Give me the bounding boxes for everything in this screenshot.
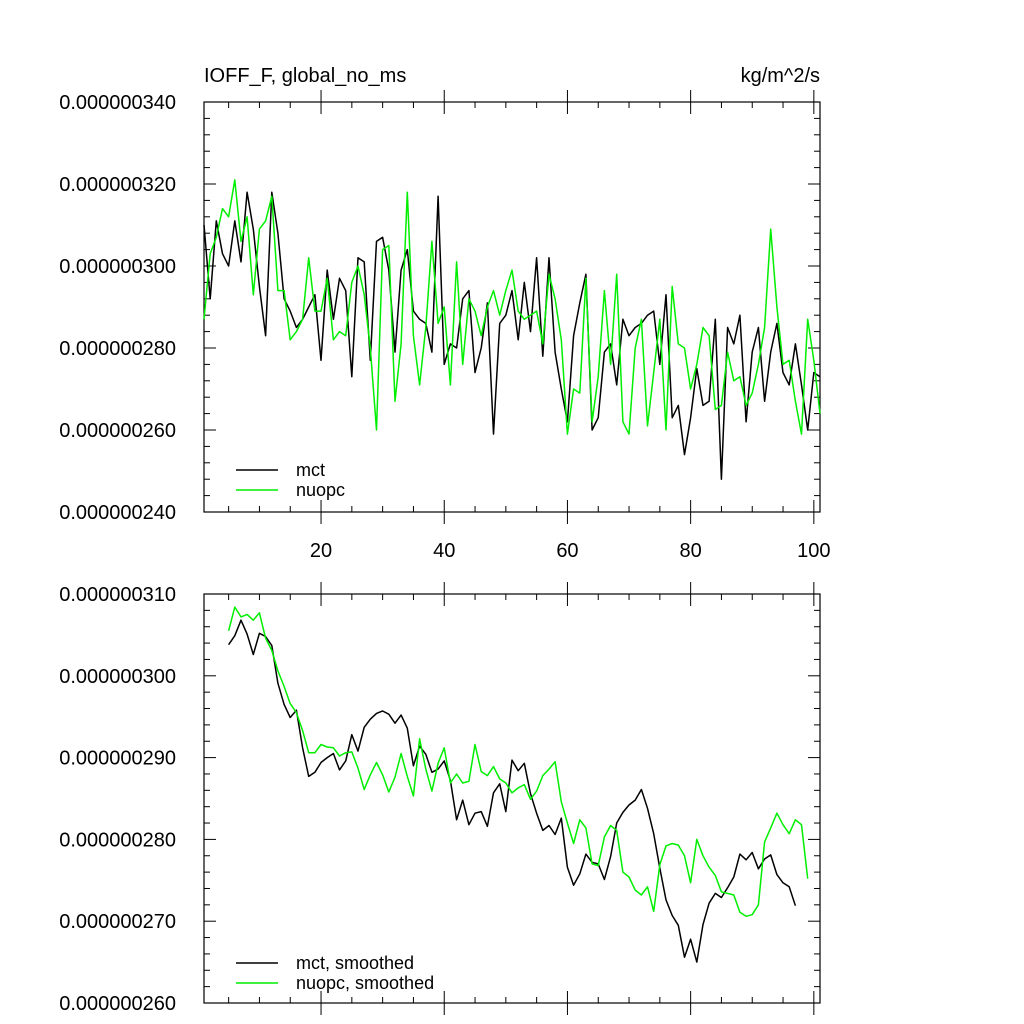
series-line-nuopc: [203, 179, 821, 435]
legend-label: mct: [296, 460, 325, 480]
y-tick-label: 0.000000280: [59, 338, 176, 360]
chart-units: kg/m^2/s: [741, 65, 820, 87]
plot-frame: [203, 101, 821, 513]
y-tick-label: 0.000000260: [59, 993, 176, 1015]
y-tick-label: 0.000000300: [59, 256, 176, 278]
y-tick-label: 0.000000240: [59, 502, 176, 524]
y-tick-label: 0.000000290: [59, 748, 176, 770]
legend-label: nuopc, smoothed: [296, 973, 434, 993]
legend-label: mct, smoothed: [296, 953, 414, 973]
series-line-mct-smoothed: [227, 619, 797, 963]
y-tick-label: 0.000000340: [59, 92, 176, 114]
y-tick-label: 0.000000300: [59, 666, 176, 688]
x-tick-label: 100: [797, 540, 830, 562]
x-tick-label: 20: [310, 540, 332, 562]
bottom-chart-panel: 0.000000260 0.000000270 0.000000280 0.00000…: [59, 582, 821, 1015]
plot-frame: [203, 593, 821, 1004]
series-line-nuopc-smoothed: [227, 606, 809, 918]
x-tick-label: 80: [680, 540, 702, 562]
top-chart-panel: IOFF_F, global_no_ms kg/m^2/s 0.00000024…: [59, 65, 830, 562]
y-tick-label: 0.000000280: [59, 829, 176, 851]
series-line-mct: [203, 191, 821, 480]
chart-title: IOFF_F, global_no_ms: [204, 65, 406, 87]
y-tick-label: 0.000000270: [59, 911, 176, 933]
x-tick-label: 60: [556, 540, 578, 562]
y-tick-label: 0.000000320: [59, 174, 176, 196]
x-tick-label: 40: [433, 540, 455, 562]
legend-label: nuopc: [296, 480, 345, 500]
y-tick-label: 0.000000310: [59, 584, 176, 606]
y-tick-label: 0.000000260: [59, 420, 176, 442]
